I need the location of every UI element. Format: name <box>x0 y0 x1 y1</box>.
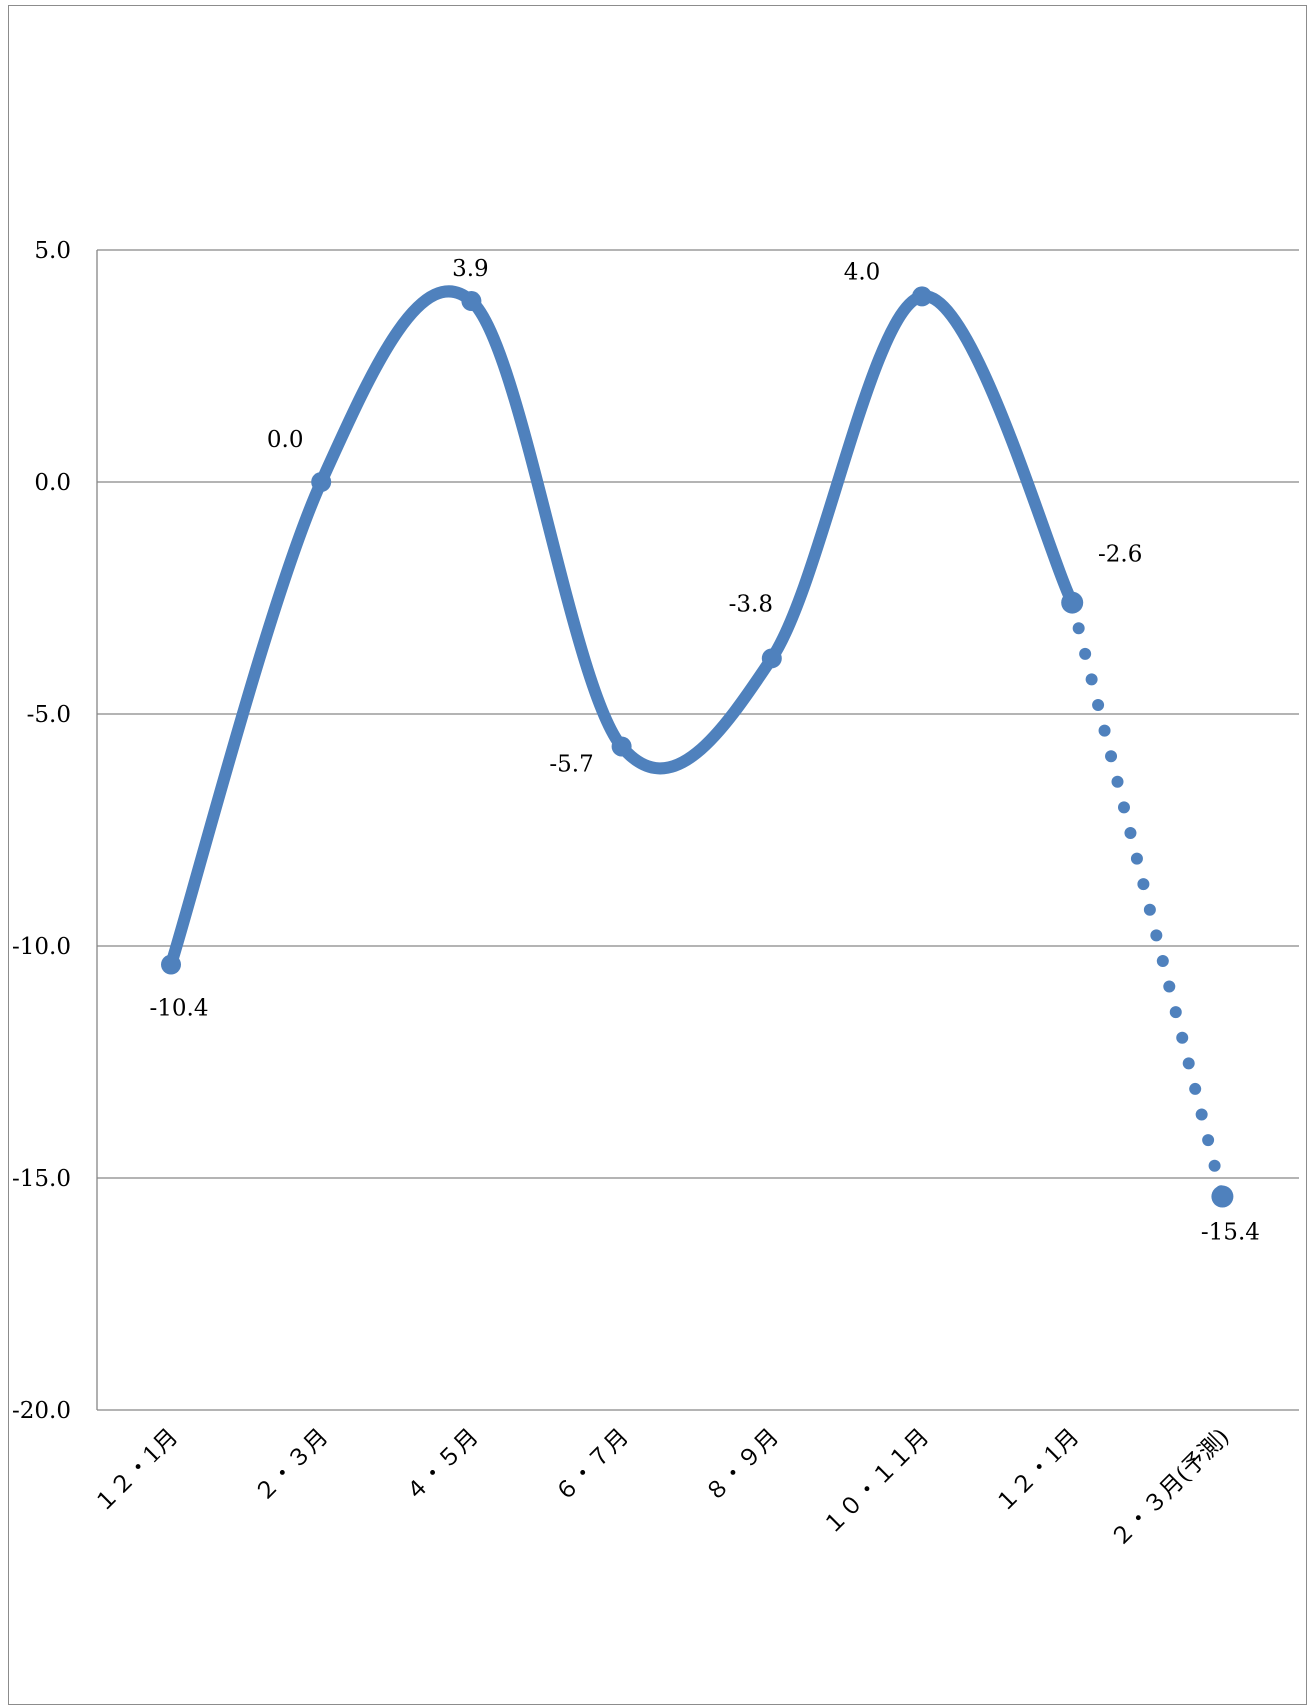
data-point-marker <box>1211 1185 1234 1208</box>
y-tick-label: -20.0 <box>12 1398 71 1424</box>
gridlines <box>96 249 1299 1411</box>
data-point-marker <box>461 291 482 312</box>
series-markers <box>161 286 1234 1208</box>
y-tick-label: 0.0 <box>34 470 71 496</box>
data-point-marker <box>761 648 782 669</box>
x-category-label: ４・５月 <box>400 1424 483 1507</box>
data-point-marker <box>912 286 932 307</box>
y-tick-label: -5.0 <box>27 702 71 728</box>
y-axis-tick-labels: 5.0 0.0 -5.0 -10.0 -15.0 -20.0 <box>12 238 71 1424</box>
series-line-actual <box>165 285 1079 971</box>
y-tick-label: -10.0 <box>12 934 71 960</box>
data-label: -10.4 <box>150 996 209 1022</box>
y-tick-label: -15.0 <box>12 1166 71 1192</box>
data-label: 4.0 <box>844 259 881 285</box>
y-tick-label: 5.0 <box>34 238 71 264</box>
data-label: -3.8 <box>729 591 773 617</box>
data-label: -2.6 <box>1098 542 1142 568</box>
series-line-forecast <box>1066 596 1229 1203</box>
data-label: 0.0 <box>267 427 304 453</box>
x-category-label: ２・３月 <box>250 1424 333 1507</box>
data-point-marker <box>1061 591 1084 614</box>
x-axis-category-labels: １２・1月 ２・３月 ４・５月 ６・７月 ８・９月 １０・１１月 １２・1月 ２・３月(予測) <box>89 1424 1234 1553</box>
x-category-label: １０・１１月 <box>818 1424 934 1540</box>
x-category-label: １２・1月 <box>991 1424 1085 1518</box>
chart-frame <box>8 5 1307 1705</box>
x-category-label: １２・1月 <box>89 1424 183 1518</box>
data-label: -15.4 <box>1201 1220 1260 1246</box>
x-category-label: ８・９月 <box>701 1424 784 1507</box>
series-line <box>165 285 1229 1203</box>
data-labels: -10.4 0.0 3.9 -5.7 -3.8 4.0 -2.6 -15.4 <box>150 256 1260 1246</box>
data-label: -5.7 <box>549 751 593 777</box>
data-point-marker <box>161 954 181 975</box>
x-category-label: ２・３月(予測) <box>1106 1424 1235 1553</box>
x-category-label: ６・７月 <box>550 1424 633 1507</box>
data-label: 3.9 <box>452 256 489 282</box>
data-point-marker <box>311 472 332 492</box>
data-point-marker <box>611 736 632 757</box>
